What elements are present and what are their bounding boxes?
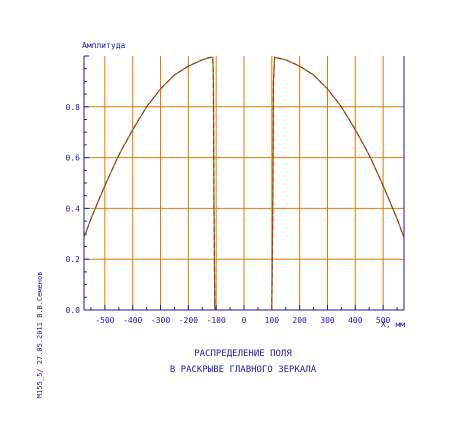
y-tick-label: 0.4	[66, 204, 81, 213]
y-tick-label: 0.0	[66, 306, 81, 315]
x-tick-label: -200	[179, 316, 198, 325]
x-tick-label: 500	[376, 316, 391, 325]
y-tick-label: 0.6	[66, 154, 81, 163]
tick-labels: -500 -400 -300 -200 -100 0 100 200 300 400 500 0.0 0…	[66, 103, 391, 325]
x-tick-label: 100	[265, 316, 280, 325]
x-tick-label: -500	[95, 316, 114, 325]
series-group	[83, 56, 405, 311]
series-line-green-1	[83, 56, 216, 311]
axes	[83, 55, 405, 311]
y-tick-label: 0.2	[66, 255, 81, 264]
y-tick-label: 0.8	[66, 103, 81, 112]
x-tick-label: 300	[320, 316, 335, 325]
series-line-red-2	[271, 56, 405, 311]
x-tick-label: 200	[292, 316, 307, 325]
series-line-green-2	[271, 56, 405, 311]
x-tick-label: -100	[207, 316, 226, 325]
x-tick-label: -400	[123, 316, 142, 325]
caption-line-1: РАСПРЕДЕЛЕНИЕ ПОЛЯ	[194, 349, 292, 359]
caption-line-2: В РАСКРЫВЕ ГЛАВНОГО ЗЕРКАЛА	[170, 365, 317, 375]
side-note: M155_5/ 27.05.2011 В.В.Семенов	[36, 272, 44, 398]
x-tick-label: -300	[151, 316, 170, 325]
grid-lines	[84, 56, 404, 310]
y-axis-label: Амплитуда	[82, 41, 126, 50]
x-axis-label: X, мм	[381, 320, 405, 329]
series-line-red-1	[83, 56, 216, 311]
x-tick-label: 400	[348, 316, 363, 325]
x-tick-label: 0	[242, 316, 247, 325]
